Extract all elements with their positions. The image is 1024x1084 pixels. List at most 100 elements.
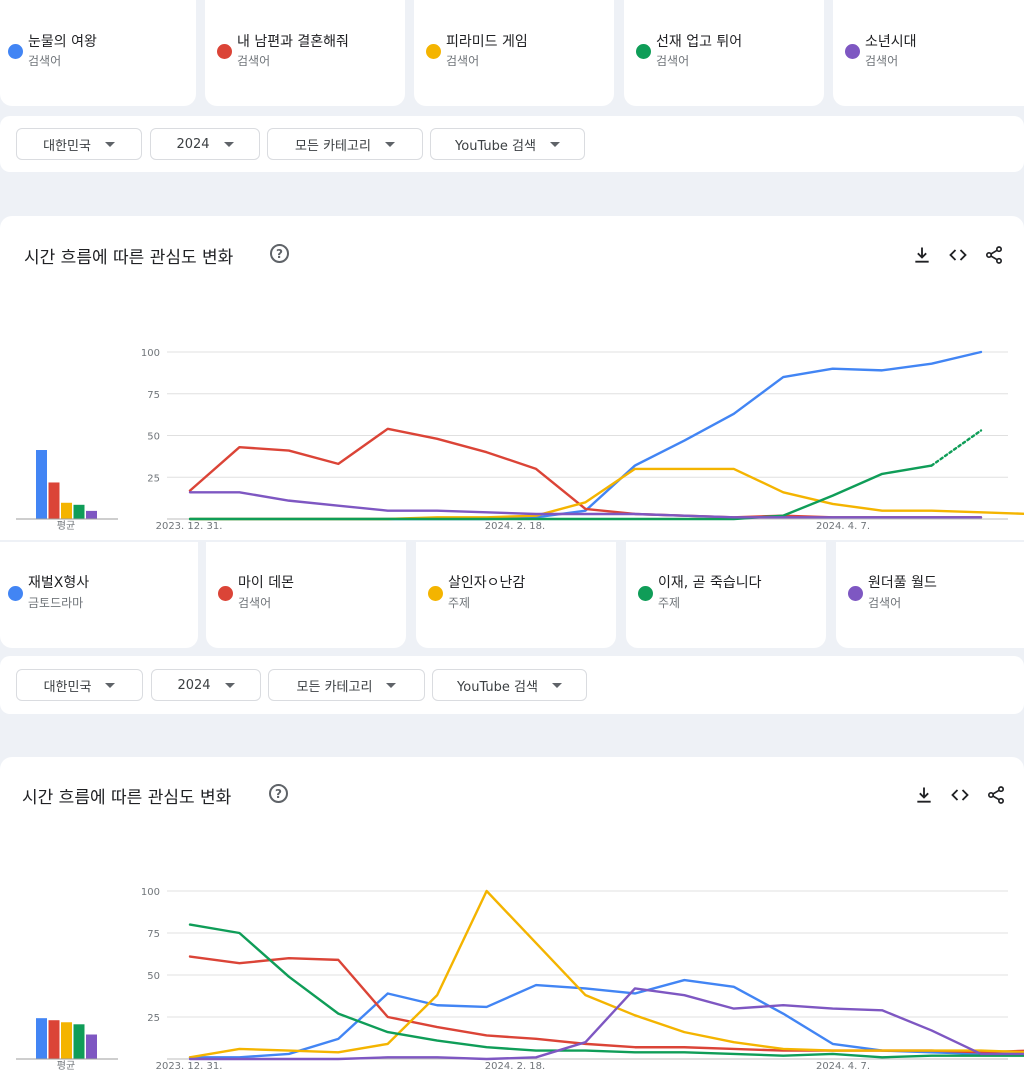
term-label: 피라미드 게임 bbox=[446, 34, 528, 50]
interest-over-time-panel: 시간 흐름에 따른 관심도 변화 ? 100 75 50 25 2023. 12. 31… bbox=[0, 757, 1024, 1084]
average-bar[interactable] bbox=[48, 1020, 60, 1059]
term-card-2[interactable]: 마이 데몬 검색어 bbox=[206, 542, 406, 648]
term-label: 선재 업고 튀어 bbox=[656, 34, 743, 50]
series-color-dot bbox=[848, 586, 863, 601]
help-icon[interactable]: ? bbox=[270, 244, 289, 263]
term-card-3[interactable]: 피라미드 게임 검색어 bbox=[414, 0, 614, 106]
interest-line-chart: 100 75 50 25 2023. 12. 31. 2024. 2. 18. 2024. … bbox=[16, 887, 1024, 1072]
average-bar[interactable] bbox=[61, 1022, 72, 1059]
series-color-dot bbox=[428, 586, 443, 601]
y-tick-label: 25 bbox=[147, 473, 160, 484]
average-bar[interactable] bbox=[48, 482, 60, 519]
average-bar[interactable] bbox=[73, 504, 85, 519]
embed-code-icon[interactable] bbox=[950, 785, 970, 805]
averages-label: 평균 bbox=[57, 1060, 75, 1072]
term-card-4[interactable]: 이재, 곧 죽습니다 주제 bbox=[626, 542, 826, 648]
x-tick-label: 2023. 12. 31. bbox=[156, 1061, 223, 1072]
average-bar[interactable] bbox=[86, 510, 97, 519]
share-icon[interactable] bbox=[986, 785, 1006, 805]
term-label: 내 남편과 결혼해줘 bbox=[237, 34, 349, 50]
x-tick-label: 2024. 4. 7. bbox=[816, 521, 870, 532]
term-card-2[interactable]: 내 남편과 결혼해줘 검색어 bbox=[205, 0, 405, 106]
y-tick-label: 100 bbox=[141, 348, 160, 359]
category-select-label: 모든 카테고리 bbox=[295, 138, 371, 154]
y-tick-label: 25 bbox=[147, 1013, 160, 1024]
panel-title: 시간 흐름에 따른 관심도 변화 bbox=[24, 248, 234, 268]
term-type: 주제 bbox=[658, 596, 681, 610]
search-type-select-label: YouTube 검색 bbox=[455, 138, 536, 154]
term-label: 원더풀 월드 bbox=[868, 575, 937, 591]
term-card-5[interactable]: 소년시대 검색어 bbox=[833, 0, 1024, 106]
y-tick-label: 100 bbox=[141, 887, 160, 898]
x-tick-label: 2024. 4. 7. bbox=[816, 1061, 870, 1072]
average-bar[interactable] bbox=[36, 1018, 47, 1059]
series-line[interactable] bbox=[188, 987, 1024, 1061]
series-color-dot bbox=[426, 44, 441, 59]
series-color-dot bbox=[638, 586, 653, 601]
period-select-label: 2024 bbox=[176, 136, 210, 152]
comparison-section-2: 재벌X형사 금토드라마 마이 데몬 검색어 살인자ㅇ난감 주제 이재, 곧 죽습… bbox=[0, 542, 1024, 1084]
caret-down-icon bbox=[105, 682, 116, 688]
search-type-select[interactable]: YouTube 검색 bbox=[432, 669, 587, 701]
search-term-cards: 재벌X형사 금토드라마 마이 데몬 검색어 살인자ㅇ난감 주제 이재, 곧 죽습… bbox=[0, 542, 1024, 648]
average-bar[interactable] bbox=[73, 1024, 85, 1059]
category-select[interactable]: 모든 카테고리 bbox=[267, 128, 423, 160]
series-color-dot bbox=[218, 586, 233, 601]
term-card-1[interactable]: 재벌X형사 금토드라마 bbox=[0, 542, 198, 648]
term-card-1[interactable]: 눈물의 여왕 검색어 bbox=[0, 0, 196, 106]
term-card-3[interactable]: 살인자ㅇ난감 주제 bbox=[416, 542, 616, 648]
category-select[interactable]: 모든 카테고리 bbox=[268, 669, 425, 701]
term-type: 검색어 bbox=[237, 54, 271, 68]
term-type: 검색어 bbox=[446, 54, 480, 68]
term-label: 마이 데몬 bbox=[238, 575, 294, 591]
x-tick-label: 2024. 2. 18. bbox=[485, 1061, 545, 1072]
series-line[interactable] bbox=[188, 464, 933, 521]
series-color-dot bbox=[8, 44, 23, 59]
search-type-select-label: YouTube 검색 bbox=[457, 679, 538, 695]
period-select[interactable]: 2024 bbox=[150, 128, 260, 160]
y-tick-label: 50 bbox=[147, 971, 160, 982]
caret-down-icon bbox=[386, 682, 397, 688]
caret-down-icon bbox=[104, 141, 115, 147]
period-select[interactable]: 2024 bbox=[151, 669, 261, 701]
interest-line-chart: 100 75 50 25 2023. 12. 31. 2024. 2. 18. 2024. … bbox=[16, 348, 1024, 532]
region-select[interactable]: 대한민국 bbox=[16, 669, 143, 701]
series-line[interactable] bbox=[188, 889, 1024, 1059]
series-color-dot bbox=[636, 44, 651, 59]
interest-over-time-panel: 시간 흐름에 따른 관심도 변화 ? 100 75 50 25 2023. 12. 31… bbox=[0, 216, 1024, 540]
series-line-partial[interactable] bbox=[930, 429, 983, 467]
download-icon[interactable] bbox=[914, 785, 934, 805]
average-bar[interactable] bbox=[61, 502, 72, 519]
region-select-label: 대한민국 bbox=[43, 679, 92, 695]
average-bar[interactable] bbox=[36, 450, 47, 519]
share-icon[interactable] bbox=[984, 245, 1004, 265]
term-label: 재벌X형사 bbox=[28, 575, 90, 591]
help-icon[interactable]: ? bbox=[269, 784, 288, 803]
download-icon[interactable] bbox=[912, 245, 932, 265]
caret-down-icon bbox=[224, 682, 235, 688]
series-color-dot bbox=[845, 44, 860, 59]
term-label: 이재, 곧 죽습니다 bbox=[658, 575, 762, 591]
search-type-select[interactable]: YouTube 검색 bbox=[430, 128, 585, 160]
term-label: 눈물의 여왕 bbox=[28, 34, 97, 50]
filter-bar: 대한민국 2024 모든 카테고리 YouTube 검색 bbox=[0, 116, 1024, 172]
period-select-label: 2024 bbox=[177, 677, 211, 693]
term-card-5[interactable]: 원더풀 월드 검색어 bbox=[836, 542, 1024, 648]
caret-down-icon bbox=[549, 141, 560, 147]
caret-down-icon bbox=[384, 141, 395, 147]
term-label: 소년시대 bbox=[865, 34, 917, 50]
series-line[interactable] bbox=[188, 491, 983, 519]
filter-bar: 대한민국 2024 모든 카테고리 YouTube 검색 bbox=[0, 656, 1024, 714]
term-type: 검색어 bbox=[238, 596, 272, 610]
region-select[interactable]: 대한민국 bbox=[16, 128, 142, 160]
panel-title: 시간 흐름에 따른 관심도 변화 bbox=[22, 788, 232, 808]
y-tick-label: 75 bbox=[147, 390, 160, 401]
y-tick-label: 50 bbox=[147, 432, 160, 443]
series-line[interactable] bbox=[188, 427, 983, 519]
average-bar[interactable] bbox=[86, 1034, 97, 1059]
comparison-section-1: 눈물의 여왕 검색어 내 남편과 결혼해줘 검색어 피라미드 게임 검색어 선재… bbox=[0, 0, 1024, 540]
term-type: 검색어 bbox=[868, 596, 902, 610]
series-line[interactable] bbox=[188, 923, 1024, 1059]
embed-code-icon[interactable] bbox=[948, 245, 968, 265]
term-card-4[interactable]: 선재 업고 튀어 검색어 bbox=[624, 0, 824, 106]
